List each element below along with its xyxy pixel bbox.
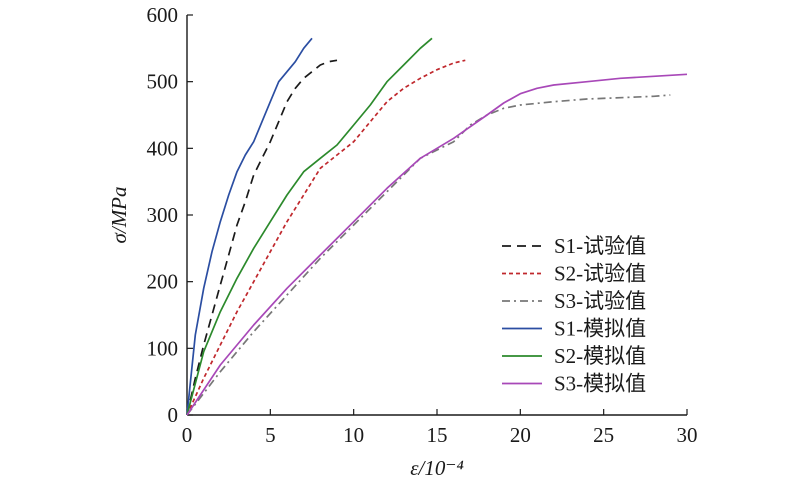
x-tick-label: 20 — [510, 423, 531, 447]
legend: S1-试验值 S2-试验值 S3-试验值 S1-模拟值 S2-模拟值 S3-模拟值 — [502, 234, 646, 396]
series-line-5 — [186, 37, 433, 416]
legend-label-2: S2-试验值 — [554, 262, 646, 286]
x-axis-label: ε/10⁻⁴ — [410, 456, 464, 480]
series-line-1 — [186, 59, 338, 416]
legend-label-5: S2-模拟值 — [554, 344, 646, 368]
legend-label-4: S1-模拟值 — [554, 317, 646, 341]
y-tick-label: 0 — [168, 403, 179, 427]
x-tick-label: 5 — [265, 423, 276, 447]
x-tick-label: 30 — [677, 423, 698, 447]
series-lines — [186, 37, 688, 416]
x-tick-label: 0 — [182, 423, 193, 447]
x-tick-label: 15 — [427, 423, 448, 447]
series-line-2 — [186, 59, 466, 416]
legend-label-6: S3-模拟值 — [554, 372, 646, 396]
x-tick-label: 10 — [343, 423, 364, 447]
y-tick-label: 500 — [147, 70, 179, 94]
x-tick-label: 25 — [593, 423, 614, 447]
y-tick-label: 400 — [147, 136, 179, 160]
y-axis-label: σ/MPa — [107, 186, 131, 243]
series-line-6 — [186, 73, 688, 416]
y-ticks: 0 100 200 300 400 500 600 — [147, 3, 193, 427]
series-line-4 — [186, 37, 313, 416]
legend-label-1: S1-试验值 — [554, 234, 646, 258]
x-ticks: 0 5 10 15 20 25 30 — [182, 409, 698, 447]
y-tick-label: 200 — [147, 270, 179, 294]
y-tick-label: 100 — [147, 336, 179, 360]
y-tick-label: 600 — [147, 3, 179, 27]
y-tick-label: 300 — [147, 203, 179, 227]
legend-label-3: S3-试验值 — [554, 289, 646, 313]
